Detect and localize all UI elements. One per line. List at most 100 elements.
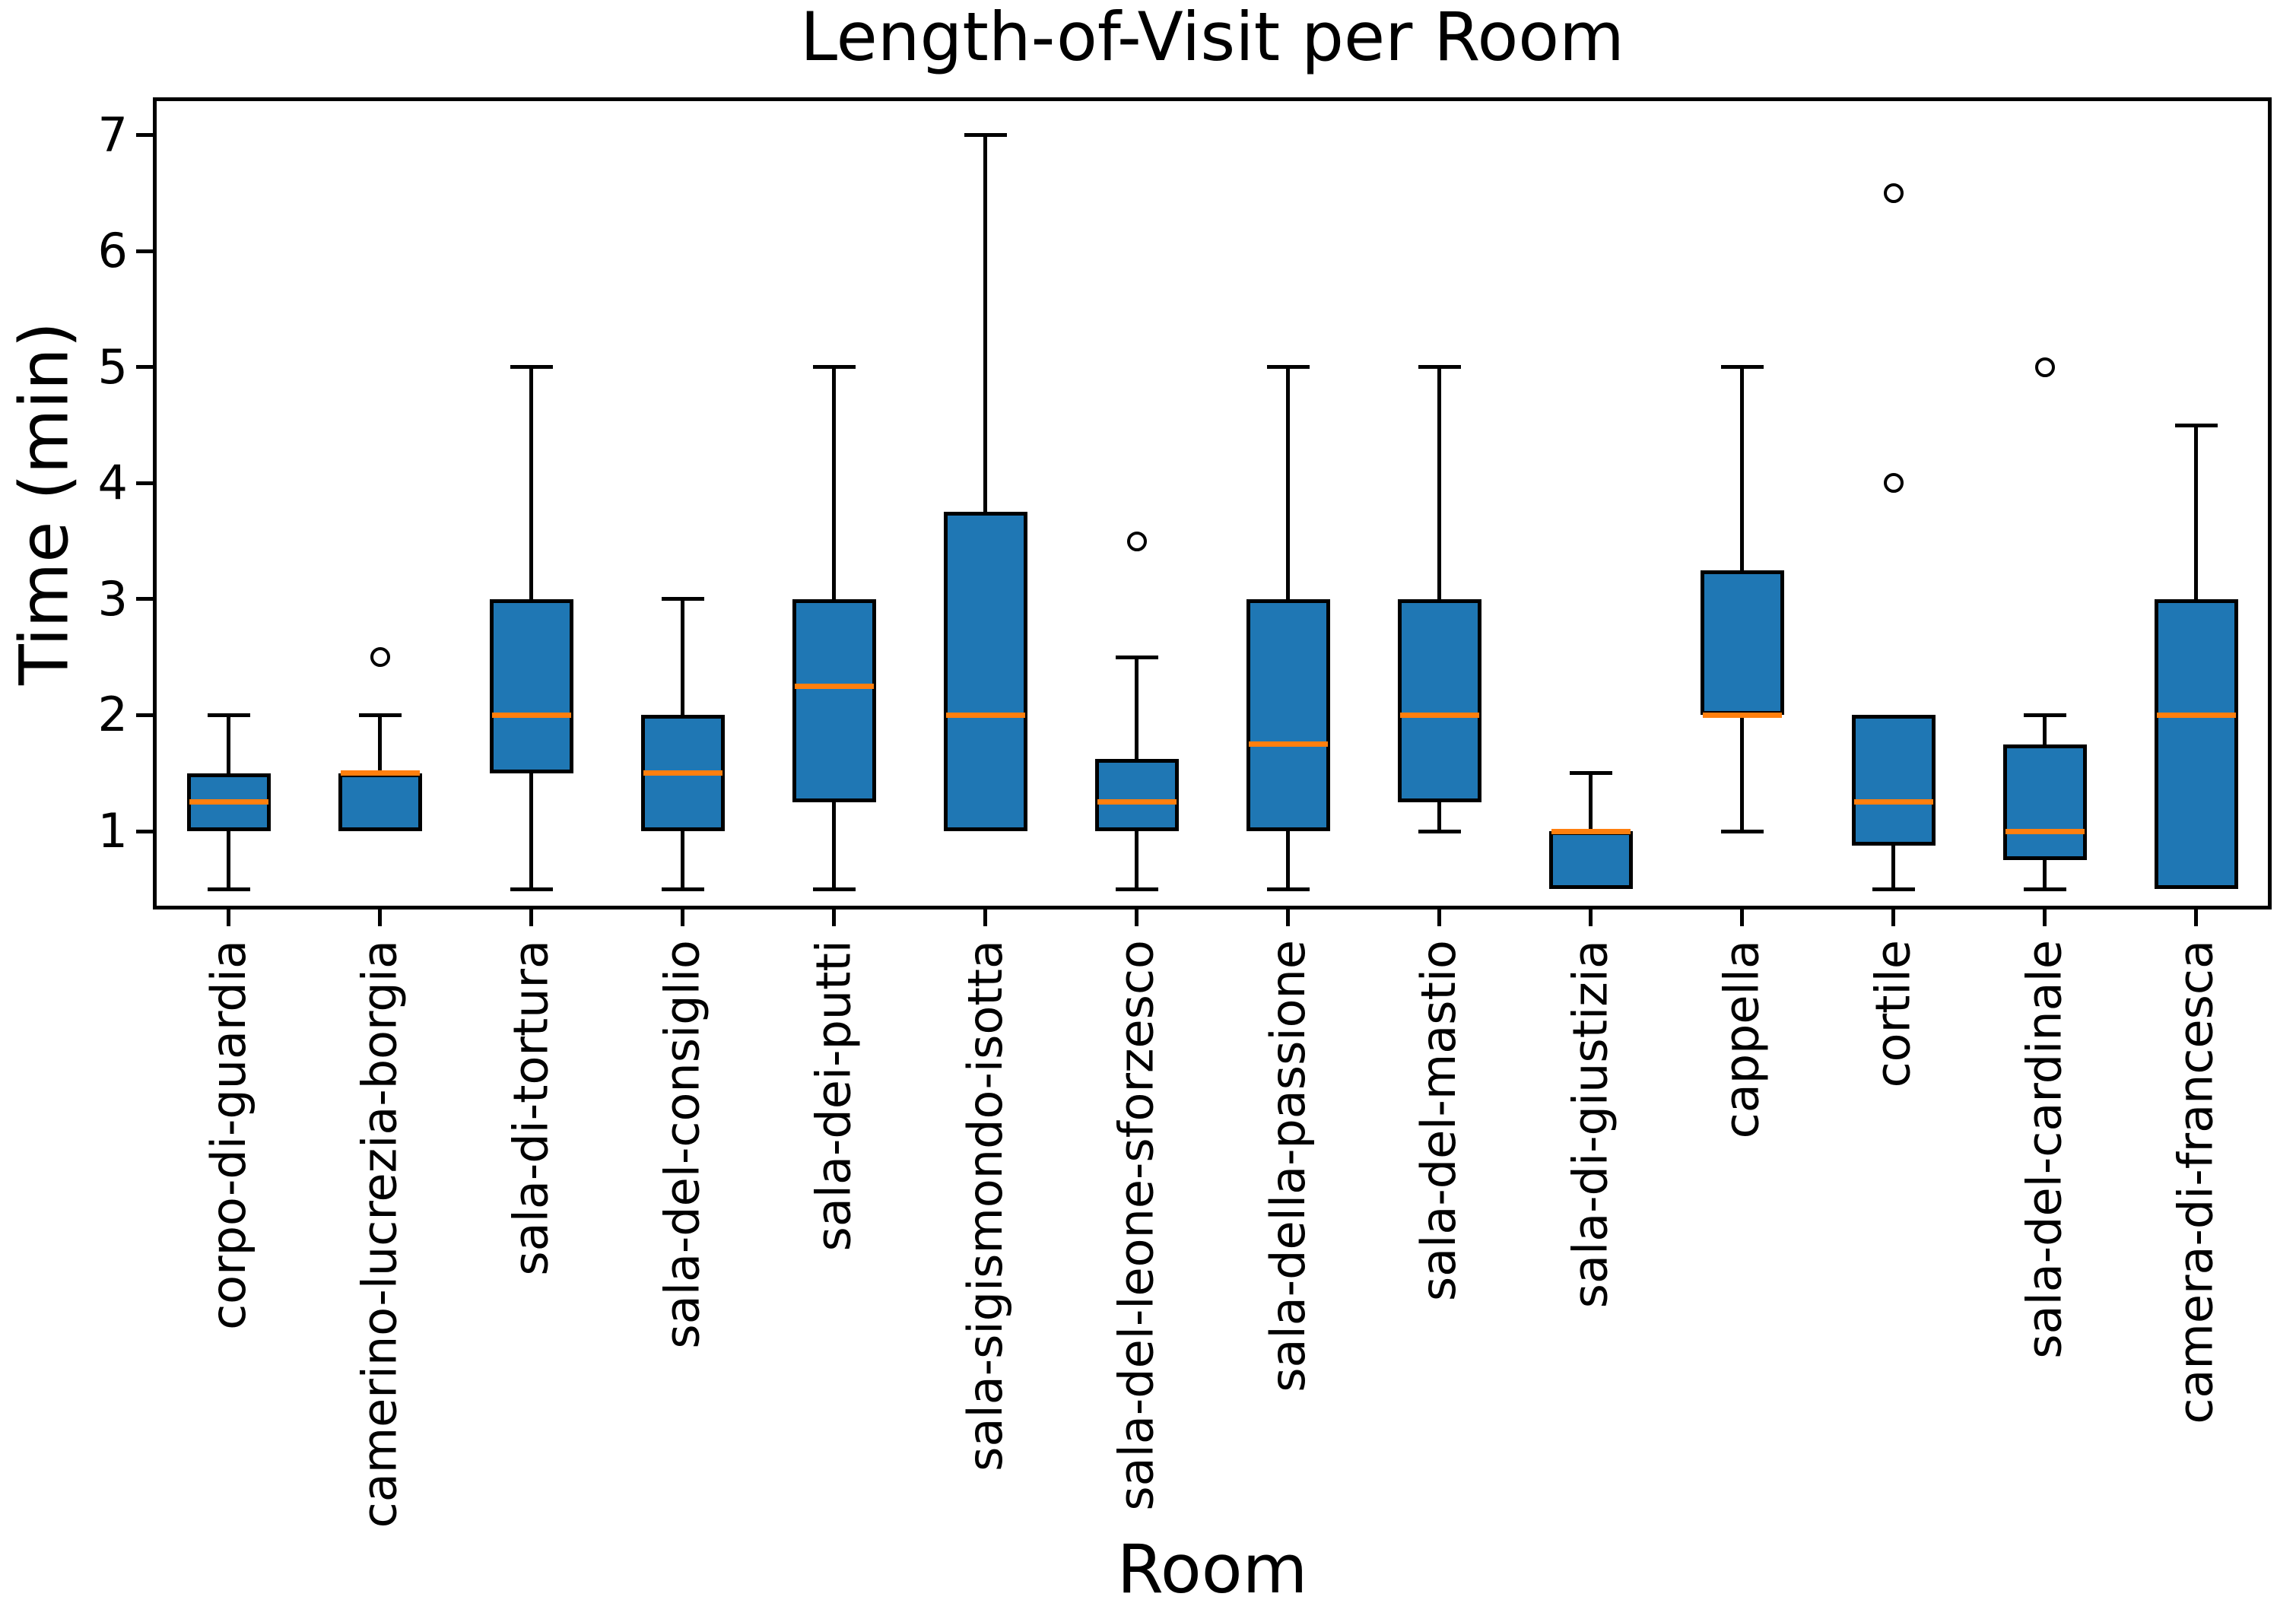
x-tick-mark [832,909,836,926]
lower-whisker-cap [1872,887,1915,891]
lower-whisker-cap [1720,829,1764,833]
lower-whisker-cap [207,887,250,891]
x-tick-label: sala-del-consiglio [654,940,710,1349]
median-line [643,770,722,776]
x-tick-mark [983,909,987,926]
median-line [1248,741,1328,748]
x-tick-mark [681,909,684,926]
x-tick-label: sala-del-leone-sforzesco [1108,940,1164,1511]
lower-whisker [1286,831,1290,890]
y-tick-mark [136,133,153,138]
lower-whisker [1891,846,1895,890]
upper-whisker [681,598,684,716]
x-tick-mark [1740,909,1744,926]
upper-whisker [2043,715,2047,744]
upper-whisker-cap [1418,365,1461,370]
x-tick-mark [1437,909,1441,926]
x-tick-label: sala-del-mastio [1411,940,1467,1302]
upper-whisker [529,367,533,599]
upper-whisker-cap [812,365,856,370]
median-line [794,683,874,689]
upper-whisker [1589,773,1593,831]
box-sala-di-giustizia [1548,831,1633,890]
y-tick-label: 6 [97,223,128,279]
box-sala-del-mastio [1397,598,1481,802]
box-cortile [1851,715,1936,846]
lower-whisker [2043,860,2047,890]
median-line [491,712,571,718]
lower-whisker-cap [1418,829,1461,833]
x-tick-mark [378,909,382,926]
x-tick-label: sala-di-giustizia [1562,940,1618,1309]
x-tick-label: sala-sigismondo-isotta [957,940,1013,1471]
upper-whisker [1135,657,1138,759]
lower-whisker-cap [1115,887,1158,891]
x-axis-label: Room [1116,1530,1308,1608]
x-tick-label: sala-del-cardinale [2016,940,2072,1359]
y-tick-mark [136,597,153,602]
box-sala-del-leone-sforzesco [1094,758,1179,831]
x-tick-label: camerino-lucrezia-borgia [351,940,408,1529]
x-tick-label: cortile [1865,940,1921,1088]
x-tick-label: corpo-di-guardia [200,940,256,1330]
upper-whisker [227,715,230,773]
upper-whisker [378,715,382,773]
y-tick-mark [136,249,153,253]
x-tick-mark [1286,909,1290,926]
median-line [340,770,420,776]
upper-whisker [1437,367,1441,599]
lower-whisker [1740,715,1744,831]
upper-whisker-cap [964,133,1007,138]
upper-whisker-cap [358,713,402,717]
median-line [2005,828,2085,834]
lower-whisker-cap [2023,887,2066,891]
upper-whisker [832,367,836,599]
median-line [2156,712,2236,718]
upper-whisker [2194,425,2198,599]
x-tick-mark [1891,909,1895,926]
y-tick-label: 3 [97,570,128,627]
outlier-marker [1883,183,1904,203]
outlier-marker [1883,473,1904,494]
x-tick-mark [2043,909,2047,926]
box-camerino-lucrezia-borgia [338,773,422,831]
upper-whisker-cap [1115,655,1158,659]
lower-whisker [832,802,836,890]
upper-whisker [983,135,987,513]
upper-whisker-cap [207,713,250,717]
chart-title: Length-of-Visit per Room [800,0,1624,76]
median-line [1097,799,1177,805]
median-line [1853,799,1933,805]
plot-area [153,97,2272,909]
median-line [1399,712,1479,718]
y-tick-label: 7 [97,106,128,163]
median-line [1551,828,1631,834]
outlier-marker [2034,357,2055,377]
lower-whisker [529,773,533,890]
x-tick-mark [2194,909,2198,926]
box-sala-della-passione [1246,598,1330,831]
upper-whisker [1740,367,1744,570]
outlier-marker [1126,531,1147,551]
median-line [945,712,1025,718]
median-line [189,799,268,805]
lower-whisker [1437,802,1441,831]
y-tick-label: 4 [97,455,128,511]
y-tick-mark [136,365,153,370]
box-sala-sigismondo-isotta [943,512,1027,831]
x-tick-label: camera-di-francesca [2167,940,2224,1424]
box-sala-di-tortura [489,598,573,773]
lower-whisker-cap [510,887,553,891]
box-sala-dei-putti [792,598,876,802]
x-tick-label: sala-di-tortura [503,940,559,1276]
upper-whisker [1286,367,1290,599]
upper-whisker-cap [510,365,553,370]
lower-whisker-cap [1266,887,1310,891]
x-tick-label: cappella [1713,940,1770,1139]
y-tick-label: 5 [97,338,128,395]
x-tick-mark [529,909,533,926]
median-line [1702,712,1782,718]
y-tick-mark [136,829,153,833]
upper-whisker-cap [661,597,704,602]
